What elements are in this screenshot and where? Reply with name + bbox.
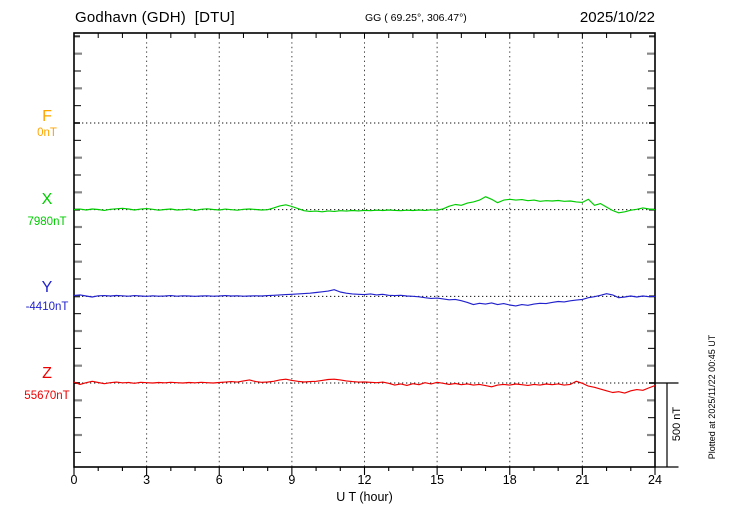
x-tick-label-18: 18	[502, 473, 517, 487]
scale-bar-label: 500 nT	[671, 406, 683, 442]
component-letter-Z: Z	[42, 365, 52, 382]
station-title: Godhavn (GDH) [DTU]	[75, 9, 235, 26]
x-axis-title: U T (hour)	[336, 490, 393, 504]
trace-X	[73, 196, 656, 214]
x-tick-label-12: 12	[357, 473, 372, 487]
geo-coordinates: GG ( 69.25°, 306.47°)	[365, 12, 467, 24]
trace-Z	[73, 378, 656, 394]
x-tick-label-15: 15	[430, 473, 445, 487]
x-tick-label-21: 21	[575, 473, 590, 487]
x-tick-label-3: 3	[143, 473, 151, 487]
component-letter-Y: Y	[41, 279, 53, 296]
plotted-timestamp-note: Plotted at 2025/11/22 00:45 UT	[707, 334, 717, 460]
plot-frame	[73, 32, 656, 468]
component-baseline-value-Z: 55670nT	[24, 390, 70, 402]
component-baseline-value-Y: -4410nT	[25, 301, 69, 313]
trace-Y	[73, 289, 656, 307]
component-letter-X: X	[41, 191, 53, 208]
component-baseline-value-F: 0nT	[37, 127, 57, 139]
x-tick-label-0: 0	[70, 473, 78, 487]
x-tick-label-6: 6	[215, 473, 223, 487]
component-baseline-value-X: 7980nT	[27, 216, 67, 228]
component-letter-F: F	[42, 108, 52, 125]
x-tick-label-9: 9	[288, 473, 296, 487]
x-tick-label-24: 24	[648, 473, 662, 487]
plot-date: 2025/10/22	[579, 9, 655, 26]
